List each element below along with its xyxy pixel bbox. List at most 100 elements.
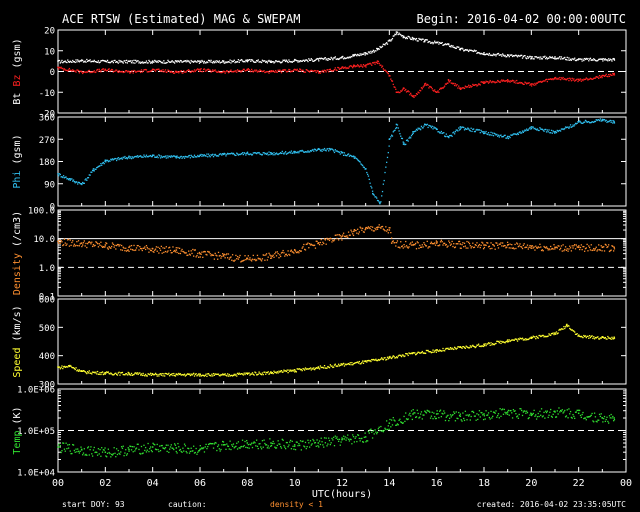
data-point-mag	[542, 80, 544, 82]
data-point-mag	[355, 65, 357, 67]
data-point-mag	[226, 70, 228, 72]
data-point-mag	[338, 58, 341, 60]
data-point-mag	[395, 33, 397, 36]
data-point-mag	[534, 56, 536, 58]
data-point-phi	[394, 129, 396, 131]
data-point-density	[308, 243, 311, 245]
data-point-temp	[319, 443, 322, 446]
data-point-mag	[219, 62, 221, 64]
data-point-density	[73, 243, 76, 245]
data-point-density	[141, 249, 143, 252]
data-point-density	[438, 245, 440, 247]
data-point-speed	[82, 370, 84, 373]
data-point-mag	[470, 49, 472, 51]
data-point-phi	[471, 130, 473, 133]
data-point-temp	[354, 437, 356, 439]
data-point-temp	[290, 448, 293, 450]
data-point-mag	[295, 59, 298, 62]
data-point-phi	[182, 156, 184, 158]
data-point-mag	[473, 84, 476, 86]
data-point-mag	[439, 42, 442, 44]
data-point-density	[421, 244, 423, 246]
data-point-mag	[262, 60, 264, 62]
data-point-speed	[545, 335, 548, 338]
data-point-speed	[606, 338, 608, 340]
y-axis-label-part: (/cm3)	[12, 211, 23, 253]
data-point-phi	[78, 181, 81, 184]
data-point-mag	[359, 65, 361, 67]
data-point-speed	[484, 343, 486, 345]
data-point-phi	[501, 136, 503, 138]
data-point-phi-key	[395, 123, 398, 126]
data-point-mag	[576, 78, 578, 80]
data-point-mag	[63, 68, 66, 70]
data-point-mag-key	[57, 66, 59, 69]
data-point-mag	[597, 59, 599, 62]
data-point-temp	[336, 436, 338, 438]
data-point-mag	[387, 40, 389, 42]
data-point-mag	[83, 71, 85, 73]
data-point-density	[128, 250, 130, 252]
data-point-mag	[332, 70, 334, 72]
data-point-mag	[252, 60, 254, 63]
data-point-temp	[202, 447, 205, 449]
data-point-mag	[441, 87, 443, 89]
data-point-density	[268, 252, 270, 254]
data-point-phi	[63, 177, 66, 179]
data-point-mag	[417, 91, 419, 93]
data-point-mag	[552, 78, 554, 81]
data-point-phi	[434, 127, 436, 129]
data-point-mag	[77, 70, 80, 72]
data-point-mag	[477, 52, 480, 54]
data-point-mag	[560, 77, 563, 79]
data-point-mag	[302, 69, 304, 71]
data-point-mag	[489, 54, 491, 56]
data-point-mag	[565, 59, 568, 61]
data-point-temp	[109, 452, 111, 455]
data-point-phi	[132, 157, 134, 159]
data-point-density	[304, 249, 307, 251]
data-point-phi	[337, 150, 339, 153]
data-point-mag	[91, 71, 94, 73]
data-point-speed	[197, 373, 200, 375]
data-point-speed	[355, 362, 357, 364]
data-point-phi	[283, 153, 285, 155]
data-point-density	[318, 243, 321, 246]
data-point-temp	[204, 446, 206, 448]
data-point-mag	[605, 73, 607, 76]
data-point-phi	[183, 157, 186, 159]
data-point-mag	[356, 55, 358, 57]
data-point-density	[148, 251, 150, 253]
data-point-mag	[361, 53, 364, 56]
data-point-mag	[326, 69, 328, 71]
y-tick-label-density: 10.0	[33, 235, 55, 245]
data-point-phi	[380, 201, 382, 203]
data-point-temp	[260, 448, 263, 450]
data-point-speed	[375, 358, 377, 360]
data-point-mag	[274, 71, 276, 73]
data-point-density	[429, 246, 431, 248]
data-point-speed	[417, 351, 419, 353]
data-point-density	[557, 245, 559, 247]
data-point-temp	[268, 447, 270, 449]
data-point-mag	[125, 61, 127, 64]
data-point-temp	[434, 417, 437, 420]
data-point-mag	[424, 40, 426, 43]
data-point-phi	[472, 128, 474, 131]
data-point-speed	[477, 344, 479, 346]
data-point-density	[171, 251, 173, 254]
data-point-mag	[248, 69, 250, 71]
data-point-density-key	[199, 252, 201, 255]
data-point-speed	[418, 351, 420, 354]
data-point-temp	[549, 411, 551, 413]
data-point-mag	[395, 88, 397, 90]
data-point-mag	[420, 87, 423, 89]
data-point-speed	[556, 333, 558, 335]
data-point-mag	[308, 70, 310, 73]
data-point-mag	[319, 58, 322, 60]
data-point-mag	[543, 56, 545, 58]
data-point-density	[158, 252, 160, 254]
data-point-mag-key	[424, 83, 426, 85]
data-point-mag	[315, 71, 317, 74]
data-point-temp	[461, 420, 463, 422]
